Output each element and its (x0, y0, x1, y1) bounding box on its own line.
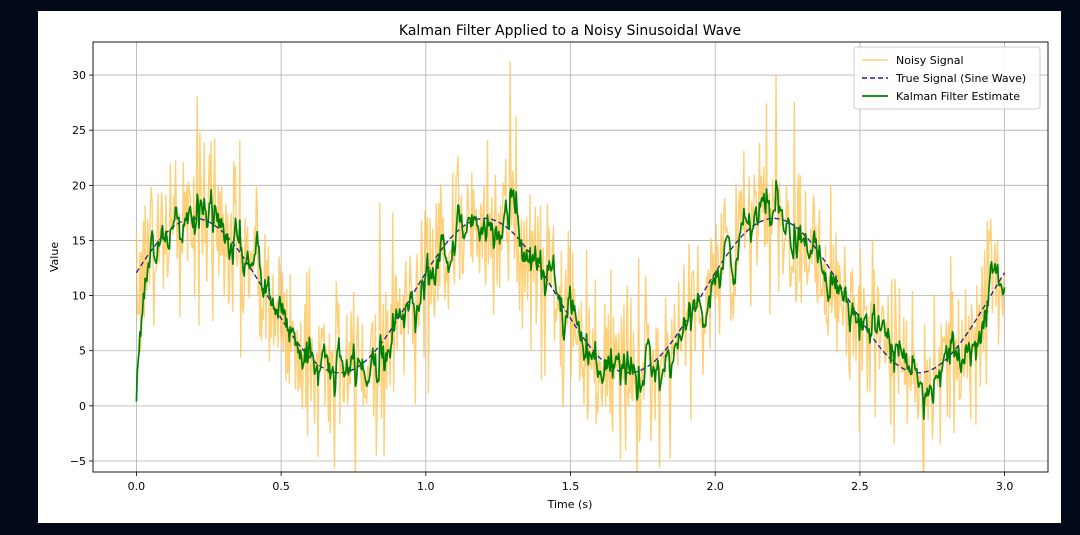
y-axis: −5 0 5 10 15 20 25 30 (70, 69, 93, 468)
series-true-signal (135, 217, 1006, 374)
x-tick-label: 0.0 (128, 480, 146, 493)
legend-label: True Signal (Sine Wave) (895, 72, 1026, 85)
legend-box (853, 46, 1041, 110)
x-axis: 0.0 0.5 1.0 1.5 2.0 2.5 3.0 (128, 472, 1014, 493)
chart-figure: Kalman Filter Applied to a Noisy Sinusoi… (38, 11, 1061, 523)
y-tick-label: 0 (79, 400, 86, 413)
x-axis-label: Time (s) (547, 498, 593, 511)
x-tick-label: 1.5 (562, 480, 580, 493)
legend-label: Kalman Filter Estimate (896, 90, 1020, 103)
y-tick-label: 5 (79, 345, 86, 358)
y-tick-label: 25 (72, 124, 86, 137)
legend: Noisy Signal True Signal (Sine Wave) Kalma… (853, 46, 1041, 110)
y-tick-label: 10 (72, 290, 86, 303)
y-tick-label: 20 (72, 179, 86, 192)
x-tick-label: 3.0 (996, 480, 1014, 493)
y-axis-label: Value (48, 242, 61, 272)
legend-label: Noisy Signal (896, 54, 964, 67)
chart-svg: Kalman Filter Applied to a Noisy Sinusoi… (48, 23, 1049, 511)
x-tick-label: 1.0 (417, 480, 435, 493)
x-tick-label: 2.5 (851, 480, 869, 493)
series-layer (135, 61, 1006, 472)
y-tick-label: −5 (70, 455, 86, 468)
x-tick-label: 0.5 (272, 480, 290, 493)
x-tick-label: 2.0 (706, 480, 724, 493)
y-tick-label: 30 (72, 69, 86, 82)
y-tick-label: 15 (72, 234, 86, 247)
chart-title: Kalman Filter Applied to a Noisy Sinusoi… (399, 23, 741, 39)
series-kalman-estimate (135, 179, 1006, 420)
